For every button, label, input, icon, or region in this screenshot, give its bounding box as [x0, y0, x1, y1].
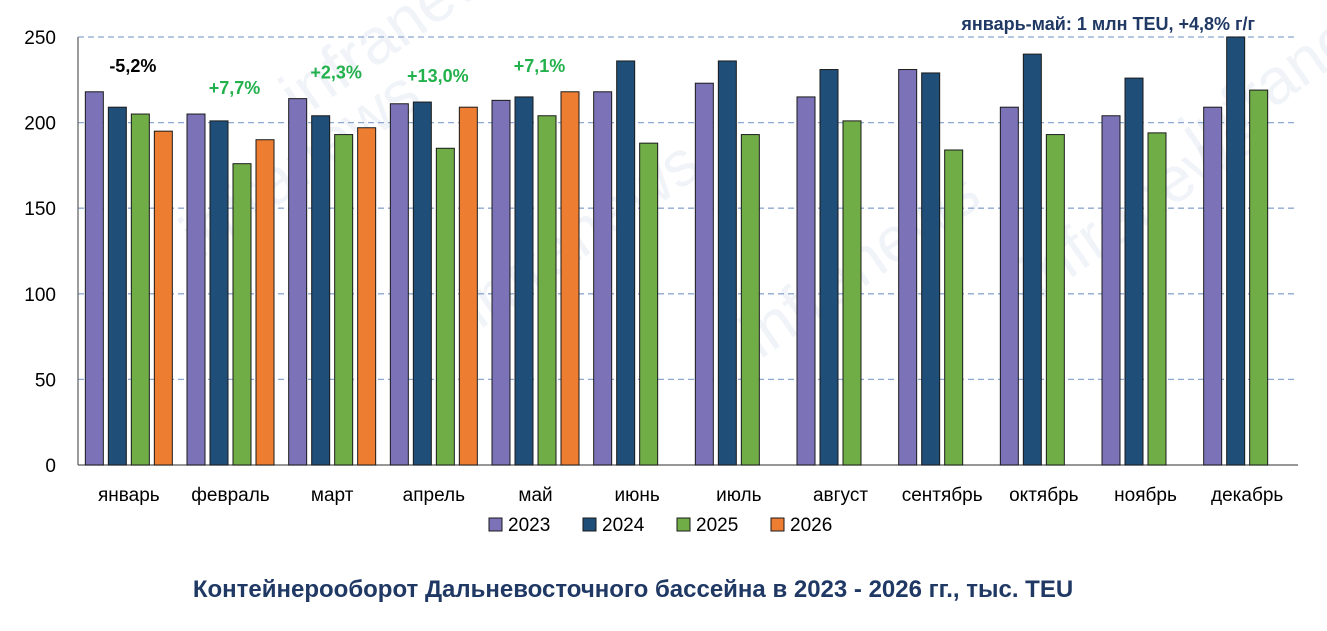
x-category-label: август: [813, 485, 868, 506]
y-tick-label: 100: [24, 285, 56, 306]
bar-2023-декабрь: [1203, 106, 1223, 466]
bar-2025-апрель: [435, 147, 455, 466]
legend-label-2026: 2026: [790, 515, 832, 536]
y-tick-label: 150: [24, 199, 56, 220]
legend-swatch-2023: [488, 517, 503, 532]
x-category-label: январь: [98, 485, 160, 506]
bars: [84, 36, 1269, 466]
bar-2026-май: [560, 91, 580, 466]
bar-2024-ноябрь: [1124, 77, 1144, 466]
y-tick-labels: 0 50 100 150 200 250: [24, 28, 56, 477]
bar-2023-июль: [694, 82, 714, 466]
bar-2024-август: [819, 69, 839, 466]
bar-2024-январь: [107, 106, 127, 466]
bar-2024-апрель: [412, 101, 432, 466]
bar-2026-январь: [153, 130, 173, 466]
bar-2024-февраль: [209, 120, 229, 466]
legend: 2023 2024 2025 2026: [488, 515, 832, 536]
bar-2026-февраль: [255, 139, 275, 466]
bar-2023-август: [796, 96, 816, 466]
bar-2024-октябрь: [1022, 53, 1042, 466]
bar-2026-март: [357, 127, 377, 466]
bar-2025-октябрь: [1045, 134, 1065, 466]
watermark-text: infranews: [447, 125, 713, 341]
legend-label-2024: 2024: [602, 515, 645, 536]
bar-2025-январь: [130, 113, 150, 466]
bar-2023-ноябрь: [1101, 115, 1121, 466]
bar-2023-март: [288, 98, 308, 466]
x-category-label: февраль: [191, 485, 270, 506]
legend-swatch-2025: [676, 517, 691, 532]
x-category-label: ноябрь: [1114, 485, 1177, 506]
growth-annotation: +7,1%: [514, 56, 566, 76]
growth-annotation: +2,3%: [310, 63, 362, 83]
x-category-label: март: [311, 485, 354, 506]
bar-2024-сентябрь: [921, 72, 941, 466]
bar-2024-июль: [717, 60, 737, 466]
summary-note: январь-май: 1 млн TEU, +4,8% г/г: [960, 14, 1255, 34]
x-category-label: июнь: [615, 485, 660, 506]
bar-2025-июнь: [639, 142, 659, 466]
x-category-label: май: [518, 485, 552, 506]
bar-2025-сентябрь: [944, 149, 964, 466]
bar-2025-июль: [740, 134, 760, 466]
y-tick-label: 0: [45, 456, 56, 477]
x-category-label: апрель: [403, 485, 465, 506]
bar-2025-май: [537, 115, 557, 466]
bar-2023-май: [491, 99, 511, 466]
x-category-labels: январь февраль март апрель май июнь июль август…: [98, 485, 1283, 506]
x-category-label: сентябрь: [902, 485, 983, 506]
x-category-label: июль: [716, 485, 762, 506]
x-category-label: октябрь: [1009, 485, 1079, 506]
bar-2023-февраль: [186, 113, 206, 466]
legend-label-2023: 2023: [508, 515, 550, 536]
growth-annotation: -5,2%: [109, 56, 156, 76]
chart-title: Контейнерооборот Дальневосточного бассей…: [193, 576, 1073, 603]
y-tick-label: 50: [35, 370, 56, 391]
annotations: -5,2% +7,7% +2,3% +13,0% +7,1%: [109, 56, 565, 98]
bar-2025-декабрь: [1249, 89, 1269, 466]
bar-2025-август: [842, 120, 862, 466]
growth-annotation: +7,7%: [209, 78, 261, 98]
legend-label-2025: 2025: [696, 515, 738, 536]
bar-2023-январь: [84, 91, 104, 466]
y-tick-label: 250: [24, 28, 56, 49]
bar-2025-март: [334, 134, 354, 466]
bar-2024-декабрь: [1226, 36, 1246, 466]
legend-swatch-2026: [770, 517, 785, 532]
bar-2023-июнь: [593, 91, 613, 466]
gridlines: [77, 36, 1298, 466]
bar-2023-апрель: [389, 103, 409, 466]
bar-2023-октябрь: [999, 106, 1019, 466]
legend-swatch-2024: [582, 517, 597, 532]
bar-2024-май: [514, 96, 534, 466]
growth-annotation: +13,0%: [407, 66, 469, 86]
bar-2024-март: [311, 115, 331, 466]
bar-2023-сентябрь: [898, 69, 918, 466]
bar-2025-февраль: [232, 163, 252, 466]
bar-2026-апрель: [458, 106, 478, 466]
bar-2025-ноябрь: [1147, 132, 1167, 466]
bar-2024-июнь: [616, 60, 636, 466]
x-category-label: декабрь: [1211, 485, 1283, 506]
y-tick-label: 200: [24, 114, 56, 135]
